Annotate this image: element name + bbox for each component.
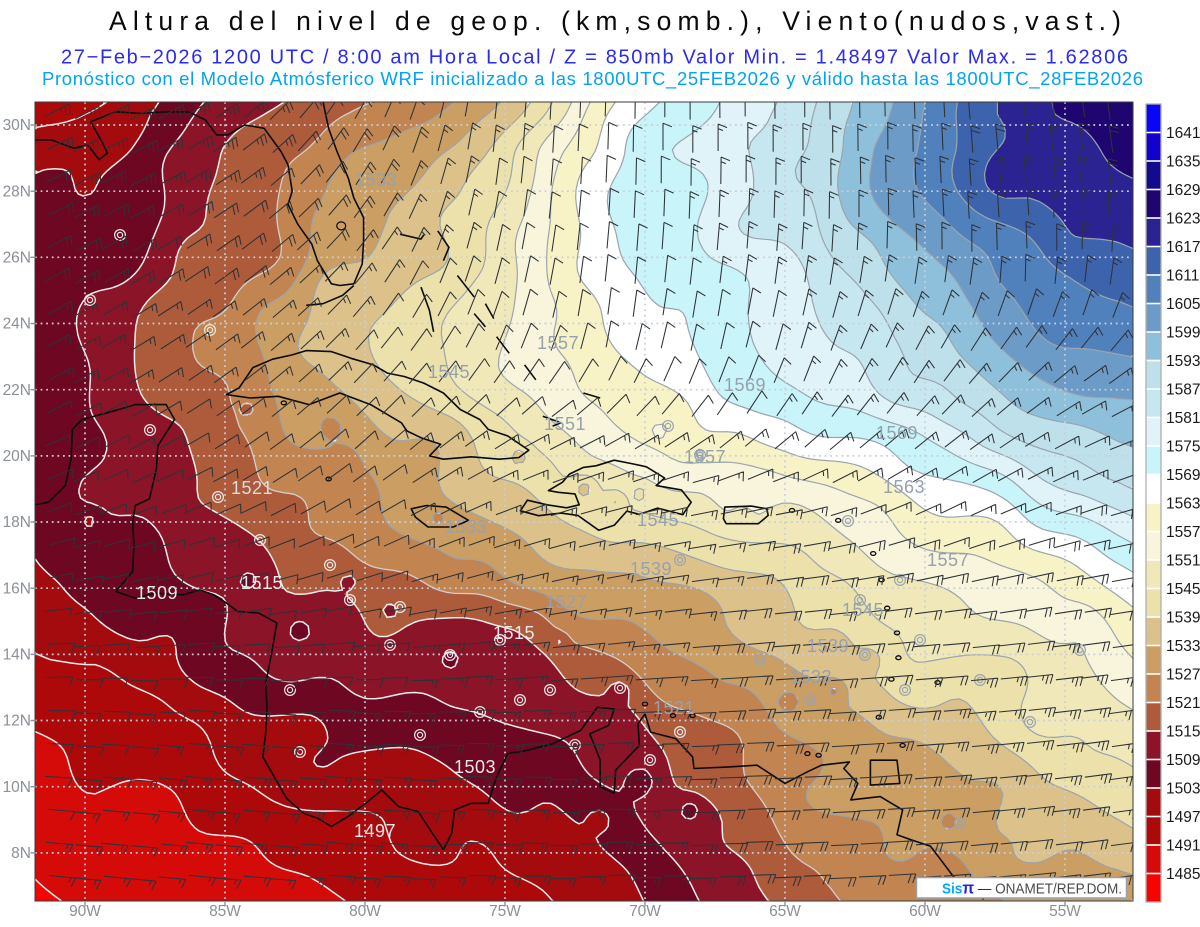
svg-text:Pronóstico con el Modelo Atmós: Pronóstico con el Modelo Atmósferico WRF… [42, 68, 1143, 90]
svg-text:90W: 90W [69, 903, 101, 920]
svg-text:1533: 1533 [355, 170, 397, 190]
svg-text:1629: 1629 [1166, 182, 1200, 199]
svg-text:1605: 1605 [1166, 296, 1200, 313]
svg-text:22N: 22N [3, 382, 31, 399]
svg-text:1521: 1521 [653, 698, 695, 718]
svg-text:1497: 1497 [354, 821, 396, 841]
svg-text:24N: 24N [3, 316, 31, 333]
svg-text:1521: 1521 [231, 478, 273, 498]
svg-text:1575: 1575 [1166, 438, 1200, 455]
svg-text:1557: 1557 [927, 550, 969, 570]
svg-text:20N: 20N [3, 448, 31, 465]
svg-text:1641: 1641 [1166, 125, 1200, 142]
svg-text:1557: 1557 [537, 333, 579, 353]
svg-text:1551: 1551 [544, 414, 586, 434]
svg-text:1635: 1635 [1166, 153, 1200, 170]
svg-text:60W: 60W [909, 903, 941, 920]
svg-text:80W: 80W [349, 903, 381, 920]
svg-text:28N: 28N [3, 183, 31, 200]
svg-text:75W: 75W [489, 903, 521, 920]
svg-text:1581: 1581 [1166, 410, 1200, 427]
svg-text:12N: 12N [3, 713, 31, 730]
svg-text:1485: 1485 [1166, 866, 1200, 883]
svg-text:10N: 10N [3, 779, 31, 796]
svg-text:1611: 1611 [1166, 267, 1199, 284]
svg-text:Sisπ — ONAMET/REP.DOM.: Sisπ — ONAMET/REP.DOM. [942, 879, 1122, 898]
svg-text:30N: 30N [3, 117, 31, 134]
svg-text:1539: 1539 [1166, 609, 1200, 626]
svg-text:18N: 18N [3, 514, 31, 531]
svg-text:1557: 1557 [1166, 524, 1200, 541]
svg-text:1515: 1515 [241, 573, 283, 593]
svg-text:1533: 1533 [445, 517, 487, 537]
svg-text:1539: 1539 [630, 559, 672, 579]
svg-text:1491: 1491 [1166, 837, 1200, 854]
svg-text:70W: 70W [629, 903, 661, 920]
svg-text:1503: 1503 [454, 757, 496, 777]
svg-text:1515: 1515 [493, 623, 535, 643]
svg-text:55W: 55W [1049, 903, 1081, 920]
svg-text:16N: 16N [3, 580, 31, 597]
svg-text:1569: 1569 [876, 423, 918, 443]
svg-text:1509: 1509 [136, 583, 178, 603]
svg-text:1497: 1497 [1166, 809, 1200, 826]
svg-text:1527: 1527 [545, 592, 587, 612]
svg-text:1617: 1617 [1166, 239, 1200, 256]
svg-text:1509: 1509 [1166, 752, 1200, 769]
svg-text:1545: 1545 [428, 362, 470, 382]
svg-text:1623: 1623 [1166, 210, 1200, 227]
svg-text:26N: 26N [3, 250, 31, 267]
svg-text:1533: 1533 [1166, 638, 1200, 655]
svg-text:1569: 1569 [724, 375, 766, 395]
svg-text:85W: 85W [209, 903, 241, 920]
svg-text:14N: 14N [3, 647, 31, 664]
svg-text:1569: 1569 [1166, 467, 1200, 484]
svg-text:1503: 1503 [1166, 780, 1200, 797]
svg-text:1557: 1557 [684, 447, 726, 467]
svg-text:1563: 1563 [883, 477, 925, 497]
svg-text:1563: 1563 [1166, 495, 1200, 512]
svg-text:1527: 1527 [1166, 666, 1200, 683]
svg-text:8N: 8N [11, 845, 31, 862]
svg-text:1593: 1593 [1166, 353, 1200, 370]
svg-text:1599: 1599 [1166, 324, 1200, 341]
svg-text:1539: 1539 [807, 636, 849, 656]
svg-text:27−Feb−2026 1200 UTC / 8:00: 27−Feb−2026 1200 UTC / 8:00 am Hora Loca… [61, 47, 1128, 69]
svg-text:1551: 1551 [1166, 552, 1200, 569]
svg-text:1515: 1515 [1166, 723, 1200, 740]
svg-text:65W: 65W [769, 903, 801, 920]
svg-text:1545: 1545 [842, 600, 884, 620]
svg-text:1545: 1545 [1166, 581, 1200, 598]
svg-text:1545: 1545 [637, 510, 679, 530]
svg-text:1587: 1587 [1166, 381, 1200, 398]
svg-text:1521: 1521 [1166, 695, 1200, 712]
svg-text:1533: 1533 [790, 667, 832, 687]
